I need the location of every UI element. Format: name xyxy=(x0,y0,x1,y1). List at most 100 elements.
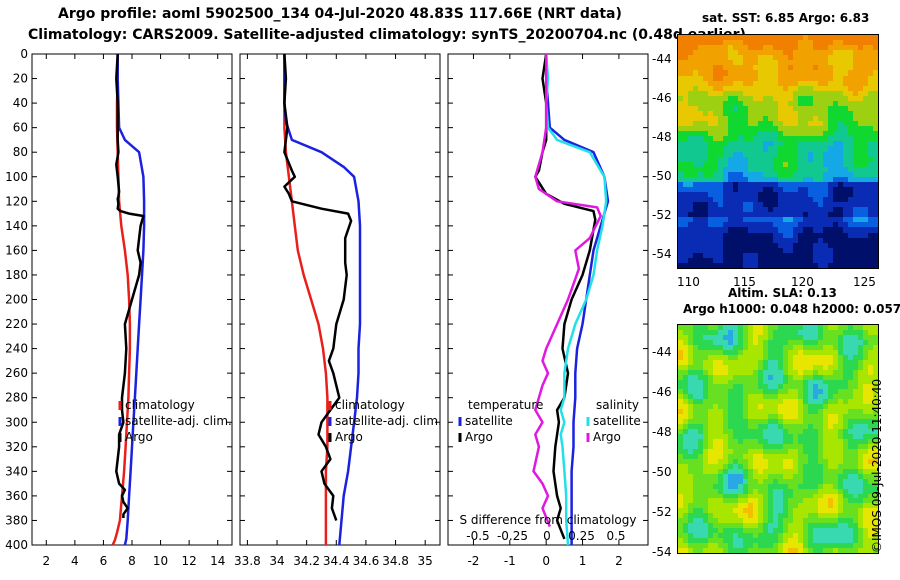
sst-pixel xyxy=(678,222,684,229)
sla-pixel xyxy=(788,483,794,490)
sla-pixel xyxy=(848,458,854,465)
sst-pixel xyxy=(678,100,684,107)
sla-pixel xyxy=(828,473,834,480)
sla-pixel xyxy=(843,399,849,405)
sst-pixel xyxy=(758,90,764,97)
sst-pixel xyxy=(693,85,699,92)
sst-pixel xyxy=(698,207,704,213)
sla-pixel xyxy=(743,518,749,524)
sst-lon-label: 110 xyxy=(677,275,700,289)
sla-pixel xyxy=(708,513,714,519)
sla-pixel xyxy=(748,359,754,366)
sla-pixel xyxy=(848,478,854,485)
sla-pixel xyxy=(848,414,854,420)
sst-pixel xyxy=(778,136,784,142)
sst-pixel xyxy=(733,252,739,259)
sla-pixel xyxy=(743,354,749,361)
sst-pixel xyxy=(873,136,878,142)
sst-pixel xyxy=(688,156,694,163)
sst-pixel xyxy=(863,121,869,127)
sst-pixel xyxy=(788,252,794,259)
sst-pixel xyxy=(773,237,779,244)
sst-pixel xyxy=(698,242,704,249)
sst-pixel xyxy=(723,116,729,122)
sst-pixel xyxy=(773,197,779,203)
sla-pixel xyxy=(718,384,724,391)
sst-pixel xyxy=(733,126,739,132)
secondary-axis-title: S difference from climatology xyxy=(460,513,637,527)
sla-pixel xyxy=(738,498,744,505)
sst-pixel xyxy=(678,257,684,264)
sst-pixel xyxy=(688,217,694,223)
sst-pixel xyxy=(818,136,824,142)
sst-pixel xyxy=(773,110,779,117)
sla-pixel xyxy=(868,359,874,366)
sst-pixel xyxy=(718,110,724,117)
sst-pixel xyxy=(708,55,714,61)
sla-pixel xyxy=(748,513,754,519)
series-satellite-adj-clim- xyxy=(116,54,146,546)
sst-pixel xyxy=(863,55,869,61)
sla-pixel xyxy=(688,334,694,341)
sla-pixel xyxy=(748,424,754,430)
sla-pixel xyxy=(703,439,709,445)
sst-pixel xyxy=(833,45,839,51)
series-salinity-argo xyxy=(532,54,602,528)
sst-pixel xyxy=(758,40,764,46)
sst-pixel xyxy=(858,100,864,107)
sla-pixel xyxy=(703,443,709,450)
sst-pixel xyxy=(688,95,694,102)
sla-pixel xyxy=(678,364,684,371)
sst-pixel xyxy=(678,121,684,127)
sla-pixel xyxy=(778,434,784,440)
sla-pixel xyxy=(783,503,789,509)
sla-pixel xyxy=(718,429,724,435)
sst-pixel xyxy=(808,126,814,132)
sla-pixel xyxy=(798,533,804,539)
sla-pixel xyxy=(828,493,834,500)
sla-pixel xyxy=(833,518,839,524)
sst-pixel xyxy=(708,161,714,168)
sst-pixel xyxy=(843,131,849,137)
sla-pixel xyxy=(743,488,749,495)
sst-pixel xyxy=(803,186,809,193)
sla-pixel xyxy=(868,458,874,465)
sst-pixel xyxy=(803,126,809,132)
sla-pixel xyxy=(713,369,719,376)
sst-pixel xyxy=(693,186,699,193)
sla-pixel xyxy=(708,448,714,455)
sst-pixel xyxy=(743,60,749,66)
sla-pixel xyxy=(828,498,834,505)
sst-pixel xyxy=(798,212,804,218)
sla-pixel xyxy=(713,543,719,549)
sla-pixel xyxy=(823,424,829,430)
sla-pixel xyxy=(788,473,794,480)
sla-pixel xyxy=(833,429,839,435)
sst-pixel xyxy=(713,50,719,56)
sla-pixel xyxy=(863,429,869,435)
sst-pixel xyxy=(703,146,709,153)
sla-pixel xyxy=(793,483,799,490)
sst-pixel xyxy=(758,166,764,173)
sst-lon-label: 125 xyxy=(853,275,876,289)
sla-pixel xyxy=(723,523,729,529)
sst-pixel xyxy=(788,257,794,264)
sla-pixel xyxy=(718,354,724,361)
sla-pixel xyxy=(818,543,824,549)
sst-pixel xyxy=(848,197,854,203)
sla-pixel xyxy=(858,339,864,346)
sst-pixel xyxy=(683,75,689,82)
sst-pixel xyxy=(773,90,779,97)
sla-pixel xyxy=(693,483,699,490)
sla-pixel xyxy=(788,533,794,539)
sla-pixel xyxy=(773,389,779,395)
sst-pixel xyxy=(798,85,804,92)
sst-pixel xyxy=(793,55,799,61)
sla-pixel xyxy=(718,434,724,440)
sst-pixel xyxy=(823,171,829,178)
sst-pixel xyxy=(768,35,774,41)
sst-pixel xyxy=(678,60,684,66)
sla-pixel xyxy=(848,354,854,361)
sla-pixel xyxy=(823,419,829,425)
sst-pixel xyxy=(843,50,849,56)
